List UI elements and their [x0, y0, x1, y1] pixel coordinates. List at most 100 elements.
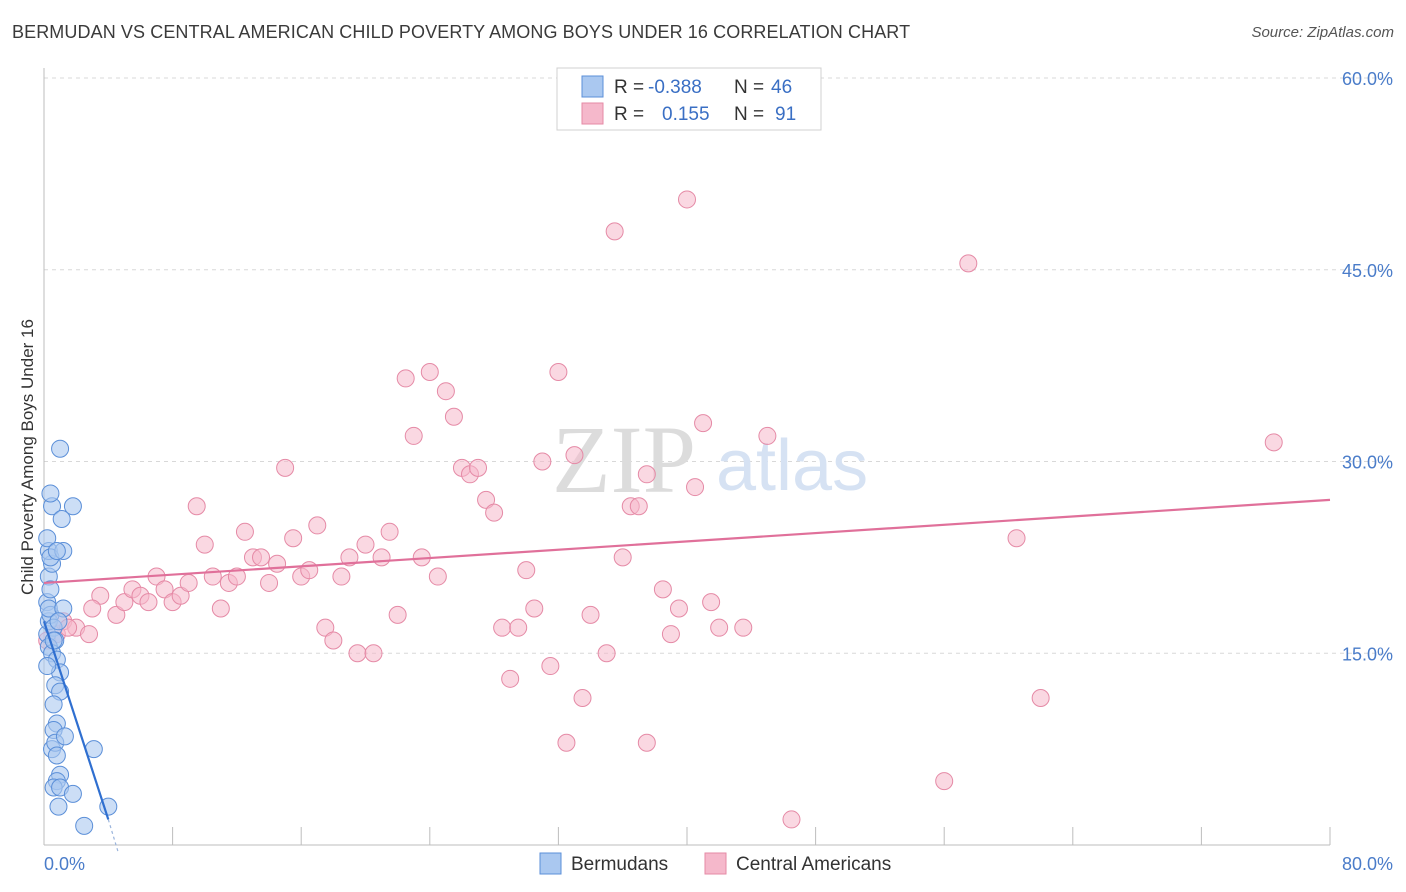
central-americans-point: [340, 548, 359, 567]
correlation-legend: R = -0.388 N = 46 R = 0.155 N = 91: [556, 67, 822, 131]
chart-title: BERMUDAN VS CENTRAL AMERICAN CHILD POVER…: [12, 22, 911, 42]
central-americans-point: [1007, 529, 1026, 548]
bermudans-point: [41, 580, 60, 599]
central-americans-point: [324, 631, 343, 650]
central-americans-point: [669, 599, 688, 618]
central-americans-point: [959, 254, 978, 273]
central-americans-point: [284, 529, 303, 548]
central-americans-point: [565, 446, 584, 465]
bermudans-point: [47, 541, 66, 560]
central-americans-point: [637, 465, 656, 484]
central-americans-point: [195, 535, 214, 554]
central-americans-point: [91, 586, 110, 605]
bottom-legend-label-central: Central Americans: [736, 854, 891, 875]
central-americans-point: [348, 644, 367, 663]
central-americans-point: [436, 382, 455, 401]
bermudans-point: [51, 439, 70, 458]
bermudans-trend-extension: [107, 819, 119, 852]
central-americans-point: [187, 497, 206, 516]
central-americans-point: [171, 586, 190, 605]
central-americans-point: [710, 618, 729, 637]
bermudans-point: [52, 510, 71, 529]
bermudans-point: [49, 797, 68, 816]
y-tick-label: 60.0%: [1342, 69, 1393, 89]
legend-r-value-bermudans: -0.388: [648, 77, 702, 98]
central-americans-point: [758, 426, 777, 445]
central-americans-point: [549, 363, 568, 382]
central-americans-point: [485, 503, 504, 522]
bottom-legend-label-bermudans: Bermudans: [571, 854, 668, 875]
central-americans-point: [1031, 688, 1050, 707]
y-tick-label: 30.0%: [1342, 453, 1393, 473]
central-americans-point: [276, 458, 295, 477]
central-americans-point: [501, 669, 520, 688]
central-americans-point: [678, 190, 696, 209]
series-legend: Bermudans Central Americans: [539, 852, 891, 875]
legend-n-label-central: N =: [734, 104, 764, 125]
bermudans-point: [41, 484, 60, 503]
central-americans-point: [80, 625, 99, 644]
central-americans-point: [509, 618, 528, 637]
central-americans-point: [653, 580, 672, 599]
axes: 0.0% 80.0%: [43, 68, 1393, 874]
central-americans-point: [702, 593, 721, 612]
central-americans-point: [308, 516, 327, 535]
central-americans-point: [629, 497, 648, 516]
central-americans-point: [372, 548, 391, 567]
central-americans-point: [935, 772, 954, 791]
central-americans-point: [1264, 433, 1283, 452]
central-americans-point: [686, 478, 705, 497]
central-americans-point: [782, 810, 801, 829]
bermudans-point: [44, 695, 63, 714]
central-americans-point: [227, 567, 246, 586]
central-americans-point: [155, 580, 174, 599]
central-americans-point: [388, 605, 407, 624]
central-americans-point: [396, 369, 415, 388]
central-americans-point: [444, 407, 463, 426]
watermark: ZIP atlas: [552, 406, 868, 513]
central-americans-point: [573, 688, 592, 707]
bottom-legend-swatch-bermudans: [539, 852, 562, 875]
legend-swatch-central: [581, 102, 604, 125]
bottom-legend-swatch-central: [704, 852, 727, 875]
central-americans-point: [597, 644, 616, 663]
x-tick-label-end: 80.0%: [1342, 854, 1393, 874]
central-americans-point: [469, 458, 488, 477]
chart-source: Source: ZipAtlas.com: [1251, 24, 1394, 41]
central-americans-point: [420, 363, 439, 382]
central-americans-point: [332, 567, 351, 586]
central-americans-point: [139, 593, 158, 612]
central-americans-point: [734, 618, 753, 637]
bermudans-points: [38, 439, 118, 835]
x-tick-label-start: 0.0%: [44, 854, 85, 874]
central-americans-point: [107, 605, 126, 624]
central-americans-point: [235, 522, 254, 541]
central-americans-point: [613, 548, 632, 567]
legend-n-value-central: 91: [775, 104, 796, 125]
bermudans-trend-line: [42, 620, 110, 820]
central-americans-point: [533, 452, 552, 471]
central-americans-point: [404, 426, 423, 445]
central-americans-point: [364, 644, 383, 663]
central-americans-point: [211, 599, 230, 618]
central-americans-point: [525, 599, 544, 618]
central-americans-point: [260, 573, 279, 592]
central-americans-point: [252, 548, 271, 567]
legend-r-label-bermudans: R =: [614, 77, 644, 98]
central-americans-point: [694, 414, 713, 433]
bermudans-point: [38, 529, 57, 548]
central-americans-point: [380, 522, 399, 541]
central-americans-point: [300, 561, 319, 580]
central-americans-point: [581, 605, 600, 624]
central-americans-point: [477, 490, 496, 509]
central-americans-point: [661, 625, 680, 644]
legend-r-label-central: R =: [614, 104, 644, 125]
central-americans-point: [268, 554, 287, 573]
bermudans-point: [47, 746, 66, 765]
central-americans-point: [179, 573, 198, 592]
central-americans-point: [557, 733, 576, 752]
central-americans-point: [541, 657, 560, 676]
bermudans-point: [63, 784, 82, 803]
central-americans-point: [115, 593, 134, 612]
